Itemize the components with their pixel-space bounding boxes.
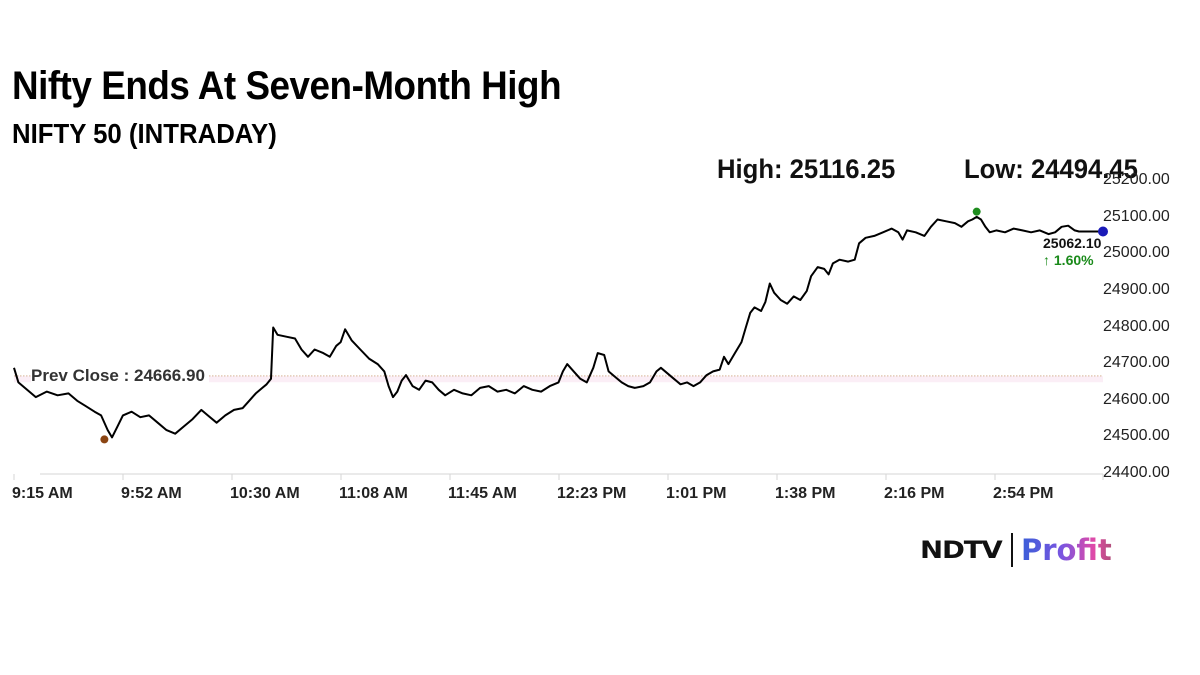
x-tick-label: 9:52 AM	[121, 485, 182, 502]
brand-ndtv: NDTV	[920, 536, 1003, 564]
prev-close-band	[14, 376, 1103, 383]
x-tick-label: 10:30 AM	[230, 485, 300, 502]
y-tick-label: 24700.00	[1103, 354, 1170, 372]
x-tick-label: 12:23 PM	[557, 485, 627, 502]
last-price-value: 25062.10	[1043, 235, 1102, 251]
chart-title: Nifty Ends At Seven-Month High	[12, 64, 562, 108]
price-line	[13, 215, 1103, 439]
y-tick-label: 25200.00	[1103, 171, 1170, 188]
x-tick-label: 2:16 PM	[884, 485, 945, 502]
y-tick-label: 24600.00	[1103, 390, 1170, 408]
y-tick-label: 25000.00	[1103, 244, 1170, 262]
y-tick-label: 25100.00	[1103, 207, 1170, 225]
low-marker	[100, 435, 109, 444]
x-tick-label: 1:01 PM	[666, 485, 727, 502]
brand-logo: NDTV Profit	[920, 532, 1112, 568]
low-label: Low: 24494.45	[964, 154, 1138, 184]
y-tick-label: 24400.00	[1103, 464, 1170, 481]
x-tick-label: 11:08 AM	[339, 485, 408, 502]
x-tick-label: 1:38 PM	[775, 485, 836, 502]
y-tick-label: 24800.00	[1103, 317, 1170, 335]
y-tick-label: 24500.00	[1103, 427, 1170, 445]
x-axis-ticks	[13, 474, 1104, 480]
chart-subtitle: NIFTY 50 (INTRADAY)	[12, 118, 277, 149]
x-tick-label: 2:54 PM	[993, 485, 1054, 502]
last-price-change: ↑ 1.60%	[1043, 252, 1094, 268]
last-price-marker	[1098, 226, 1108, 237]
brand-separator	[1010, 533, 1013, 567]
x-tick-label: 11:45 AM	[448, 485, 517, 502]
prev-close-label: Prev Close : 24666.90	[31, 366, 209, 387]
y-tick-label: 24900.00	[1103, 280, 1170, 298]
high-label: High: 25116.25	[717, 154, 896, 184]
high-marker	[972, 207, 981, 216]
x-tick-label: 9:15 AM	[12, 485, 73, 502]
brand-profit: Profit	[1020, 533, 1112, 567]
